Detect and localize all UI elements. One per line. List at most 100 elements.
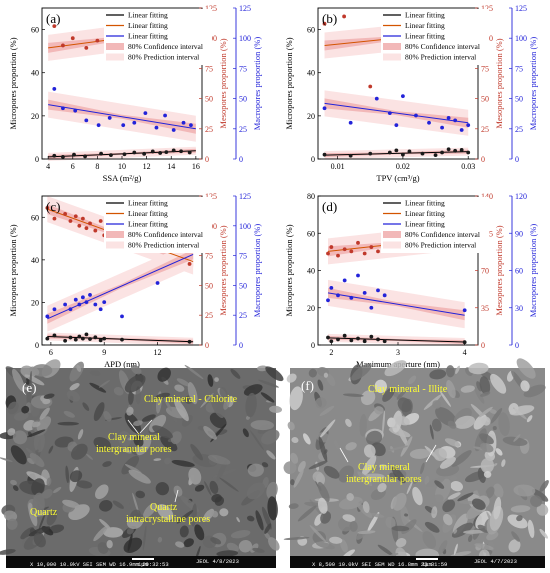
legend-swatch-band <box>106 43 124 50</box>
data-point-macropores <box>73 297 78 302</box>
sem-flake <box>175 541 185 548</box>
sem-flake <box>312 471 324 483</box>
sem-flake <box>76 480 93 489</box>
sem-flake <box>539 528 548 539</box>
sem-flake <box>194 524 205 541</box>
sem-flake <box>450 481 463 492</box>
sem-flake <box>366 430 383 446</box>
y-left-tick-label: 0 <box>35 155 39 164</box>
data-point-micropores <box>93 335 98 340</box>
sem-flake <box>258 379 279 388</box>
data-point-mesopores <box>77 223 82 228</box>
y-left-tick-label: 20 <box>307 304 315 313</box>
sem-flake <box>98 380 110 388</box>
data-point-micropores <box>187 150 192 155</box>
legend-swatch-band <box>383 53 401 61</box>
y-right2-tick-label: 30 <box>515 304 523 313</box>
legend-item-prediction: 80% Prediction interval <box>128 241 199 250</box>
data-point-micropores <box>440 150 444 155</box>
data-point-mesopores <box>63 211 68 216</box>
sem-f-arrow-1 <box>339 447 349 463</box>
data-point-mesopores <box>88 221 92 226</box>
sem-flake <box>82 402 90 411</box>
sem-flake <box>211 494 222 503</box>
sem-flake <box>226 542 239 552</box>
sem-panel-e: 1μm X 10,000 10.0kV SEI SEM WD 16.9mm 20… <box>0 359 284 568</box>
sem-flake <box>338 496 363 510</box>
data-point-macropores <box>382 293 387 298</box>
sem-flake <box>377 544 394 556</box>
data-point-macropores <box>189 123 193 128</box>
y-right1-tick-label: 50 <box>205 281 213 290</box>
legend-item-confidence: 80% Confidence interval <box>405 230 480 239</box>
y-right2-tick-label: 125 <box>239 4 251 13</box>
sem-flake <box>351 363 372 381</box>
legend-item-meso-fit: Linear fitting <box>405 21 445 30</box>
y-right2-label: Macropores proportion (%) <box>252 224 262 318</box>
legend-item-confidence: 80% Confidence interval <box>128 230 203 239</box>
sem-flake <box>315 397 327 409</box>
data-point-mesopores <box>68 219 73 223</box>
x-axis-label: SSA (m²/g) <box>103 173 142 183</box>
data-point-macropores <box>453 118 458 123</box>
y-left-label: Micropores proportion (%) <box>284 224 294 316</box>
sem-flake <box>479 391 491 397</box>
sem-flake <box>29 370 32 394</box>
sem-flake <box>442 513 453 526</box>
sem-flake <box>319 419 336 438</box>
sem-flake <box>489 408 498 414</box>
sem-flake <box>31 421 41 428</box>
sem-flake <box>216 550 239 557</box>
data-point-micropores <box>132 150 137 155</box>
sem-flake <box>289 386 303 411</box>
data-point-micropores <box>102 336 107 341</box>
sem-flake <box>449 475 458 481</box>
data-point-mesopores <box>98 219 103 223</box>
data-point-macropores <box>77 302 82 307</box>
sem-flake <box>483 470 492 478</box>
sem-flake <box>126 527 134 535</box>
sem-flake <box>204 481 212 496</box>
data-point-macropores <box>154 125 159 130</box>
y-right2-tick-label: 120 <box>515 192 527 201</box>
x-axis-label: TPV (cm³/g) <box>376 173 419 183</box>
sem-flake <box>62 499 80 508</box>
sem-flake <box>433 448 447 462</box>
sem-flake <box>7 428 16 436</box>
sem-flake <box>523 384 546 398</box>
sem-flake <box>207 454 231 465</box>
data-point-micropores <box>171 148 176 153</box>
y-right1-tick-label: 50 <box>205 95 213 104</box>
data-point-micropores <box>446 147 451 152</box>
x-tick-label: 10 <box>118 162 126 171</box>
sem-flake <box>312 530 327 544</box>
data-point-macropores <box>414 113 418 118</box>
data-point-micropores <box>400 152 405 157</box>
y-right2-tick-label: 75 <box>239 64 247 73</box>
data-point-macropores <box>63 302 68 307</box>
sem-flake <box>395 538 407 548</box>
y-right2-tick-label: 50 <box>515 95 523 104</box>
sem-flake <box>378 464 388 469</box>
sem-flake <box>29 453 45 468</box>
y-right1-tick-label: 0 <box>205 341 209 350</box>
sem-flake <box>333 439 340 450</box>
sem-flake <box>48 524 65 534</box>
sem-flake <box>520 380 530 392</box>
data-point-macropores <box>143 111 148 115</box>
legend-swatch-band <box>106 53 124 61</box>
sem-flake <box>479 433 494 445</box>
sem-flake <box>102 461 112 467</box>
data-point-macropores <box>84 118 89 123</box>
data-point-micropores <box>77 334 82 339</box>
y-right2-tick-label: 100 <box>239 34 251 43</box>
sem-flake <box>209 480 219 495</box>
x-tick-label: 4 <box>46 162 50 171</box>
data-point-micropores <box>420 151 425 156</box>
sem-flake <box>446 365 455 378</box>
sem-flake <box>362 501 370 514</box>
sem-flake <box>422 531 437 549</box>
data-point-macropores <box>52 307 57 312</box>
y-right2-tick-label: 100 <box>515 34 527 43</box>
